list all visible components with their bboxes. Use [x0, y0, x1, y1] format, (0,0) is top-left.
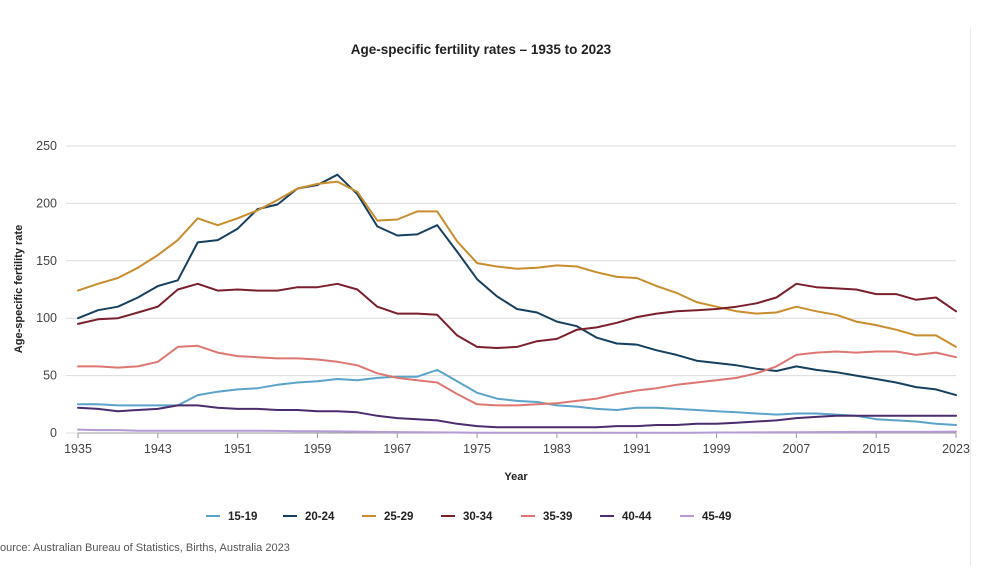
- x-tick-label: 1951: [224, 442, 252, 456]
- y-axis-label: Age-specific fertility rate: [13, 225, 25, 353]
- series-line-35-39: [77, 344, 957, 407]
- x-tick-label: 1943: [144, 442, 172, 456]
- x-axis-ticks: 1935 1943 1951 1959 1967 1975 1983 1991 1999 2007…: [64, 432, 970, 456]
- x-tick-label: 2023: [942, 442, 970, 456]
- x-tick-label: 2015: [862, 442, 890, 456]
- y-tick-label: 150: [36, 254, 57, 268]
- series-line-30-34: [77, 282, 957, 349]
- series-line-45-49: [77, 428, 957, 434]
- legend-label-40-44: 40-44: [622, 511, 652, 523]
- legend-label-20-24: 20-24: [305, 511, 335, 523]
- chart-title: Age-specific fertility rates – 1935 to 2…: [351, 42, 612, 57]
- x-tick-label: 1999: [703, 442, 731, 456]
- y-axis-ticks: 0 50 100 150 200 250: [36, 139, 57, 440]
- series-line-15-19: [77, 368, 957, 426]
- source-note: ource: Australian Bureau of Statistics, …: [0, 542, 290, 554]
- series-line-40-44: [77, 404, 957, 429]
- legend: 15-19 20-24 25-29 30-34 35-39 40-44 45-49: [206, 511, 731, 523]
- legend-label-30-34: 30-34: [463, 511, 493, 523]
- y-tick-label: 50: [43, 369, 57, 383]
- legend-label-45-49: 45-49: [702, 511, 731, 523]
- x-tick-label: 2007: [782, 442, 810, 456]
- y-tick-label: 100: [36, 311, 57, 325]
- x-tick-label: 1975: [463, 442, 491, 456]
- x-tick-label: 1935: [64, 442, 92, 456]
- x-tick-label: 1959: [304, 442, 332, 456]
- y-tick-label: 250: [36, 139, 57, 153]
- x-tick-label: 1967: [383, 442, 411, 456]
- x-tick-label: 1983: [543, 442, 571, 456]
- y-tick-label: 0: [50, 426, 57, 440]
- series-lines: [77, 173, 957, 434]
- panel-edge: [970, 28, 971, 566]
- x-axis-label: Year: [504, 471, 528, 483]
- x-tick-label: 1991: [623, 442, 651, 456]
- legend-label-25-29: 25-29: [384, 511, 413, 523]
- legend-label-35-39: 35-39: [543, 511, 572, 523]
- grid-lines: [66, 145, 956, 434]
- series-line-20-24: [77, 173, 957, 397]
- series-line-25-29: [77, 180, 957, 348]
- legend-label-15-19: 15-19: [228, 511, 257, 523]
- y-tick-label: 200: [36, 196, 57, 210]
